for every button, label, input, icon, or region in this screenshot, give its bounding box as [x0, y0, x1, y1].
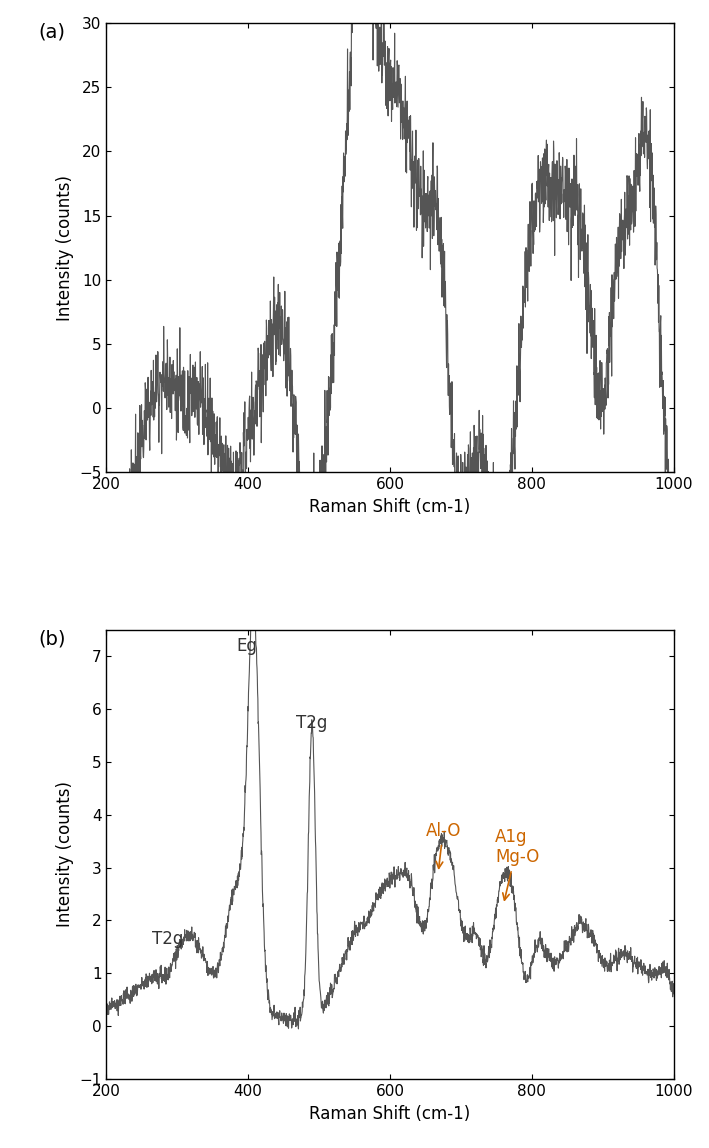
Text: A1g
Mg-O: A1g Mg-O: [495, 828, 539, 900]
X-axis label: Raman Shift (cm-1): Raman Shift (cm-1): [309, 1104, 471, 1123]
Text: Al-O: Al-O: [425, 822, 461, 868]
Text: T2g: T2g: [296, 714, 328, 731]
X-axis label: Raman Shift (cm-1): Raman Shift (cm-1): [309, 498, 471, 515]
Y-axis label: Intensity (counts): Intensity (counts): [55, 782, 74, 928]
Text: (a): (a): [38, 23, 65, 42]
Y-axis label: Intensity (counts): Intensity (counts): [55, 174, 74, 320]
Text: Eg: Eg: [236, 637, 257, 654]
Text: (b): (b): [38, 630, 66, 649]
Text: T2g: T2g: [152, 930, 184, 948]
